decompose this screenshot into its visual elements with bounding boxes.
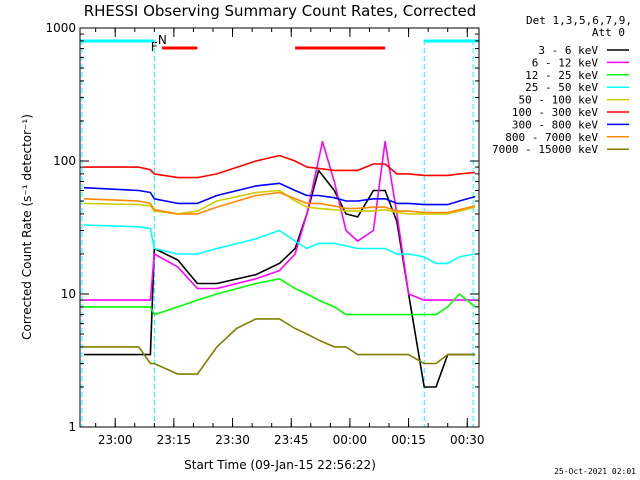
y-axis: 1 10 100 1000 [45, 21, 479, 434]
legend-entry-label: 25 - 50 keV [525, 81, 598, 94]
x-tick-label: 23:45 [274, 433, 309, 447]
x-tick-label: 23:00 [98, 433, 133, 447]
y-tick-label: 10 [61, 287, 76, 301]
x-tick-label: 23:30 [215, 433, 250, 447]
series-800-7000-kev [83, 191, 476, 215]
legend-entry-label: 6 - 12 keV [532, 56, 599, 69]
y-axis-label: Corrected Count Rate (s⁻¹ detector⁻¹) [20, 114, 34, 340]
legend-entry-label: 800 - 7000 keV [505, 131, 598, 144]
legend-entry-label: 50 - 100 keV [519, 94, 599, 107]
y-tick-label: 100 [53, 154, 76, 168]
flag-label-F: F [151, 40, 158, 54]
x-tick-label: 23:15 [157, 433, 192, 447]
series-12-25-kev [83, 277, 476, 316]
legend-header-line1: Det 1,3,5,6,7,9, [526, 14, 632, 27]
plot-frame [79, 27, 480, 428]
x-axis-label: Start Time (09-Jan-15 22:56:22) [184, 458, 376, 472]
series-100-300-kev [83, 154, 476, 179]
x-tick-label: 00:15 [391, 433, 426, 447]
series-7000-15000-kev [83, 318, 476, 375]
series-6-12-kev [83, 140, 476, 301]
x-tick-label: 00:00 [333, 433, 368, 447]
series-300-800-kev [83, 182, 476, 206]
y-tick-label: 1 [68, 420, 76, 434]
legend-entry-label: 3 - 6 keV [538, 44, 598, 57]
legend-entry-label: 300 - 800 keV [512, 118, 598, 131]
flag-bars: NF [80, 33, 479, 54]
series-25-50-kev [83, 224, 476, 265]
legend-entry-label: 12 - 25 keV [525, 69, 598, 82]
x-tick-label: 00:30 [450, 433, 485, 447]
legend-entry-label: 7000 - 15000 keV [492, 143, 598, 156]
series-3-6-kev [83, 169, 476, 388]
x-axis: 23:00 23:15 23:30 23:45 00:00 00:15 00:30 [95, 28, 485, 447]
series-group [83, 140, 476, 388]
timestamp: 25-Oct-2021 02:01 [554, 467, 636, 476]
boundary-lines [81, 40, 474, 427]
y-tick-label: 1000 [45, 21, 76, 35]
legend-header-line2: Att 0 [592, 26, 625, 39]
chart-title: RHESSI Observing Summary Count Rates, Co… [84, 2, 477, 20]
flag-label-N: N [158, 33, 167, 47]
legend-entry-label: 100 - 300 keV [512, 106, 598, 119]
